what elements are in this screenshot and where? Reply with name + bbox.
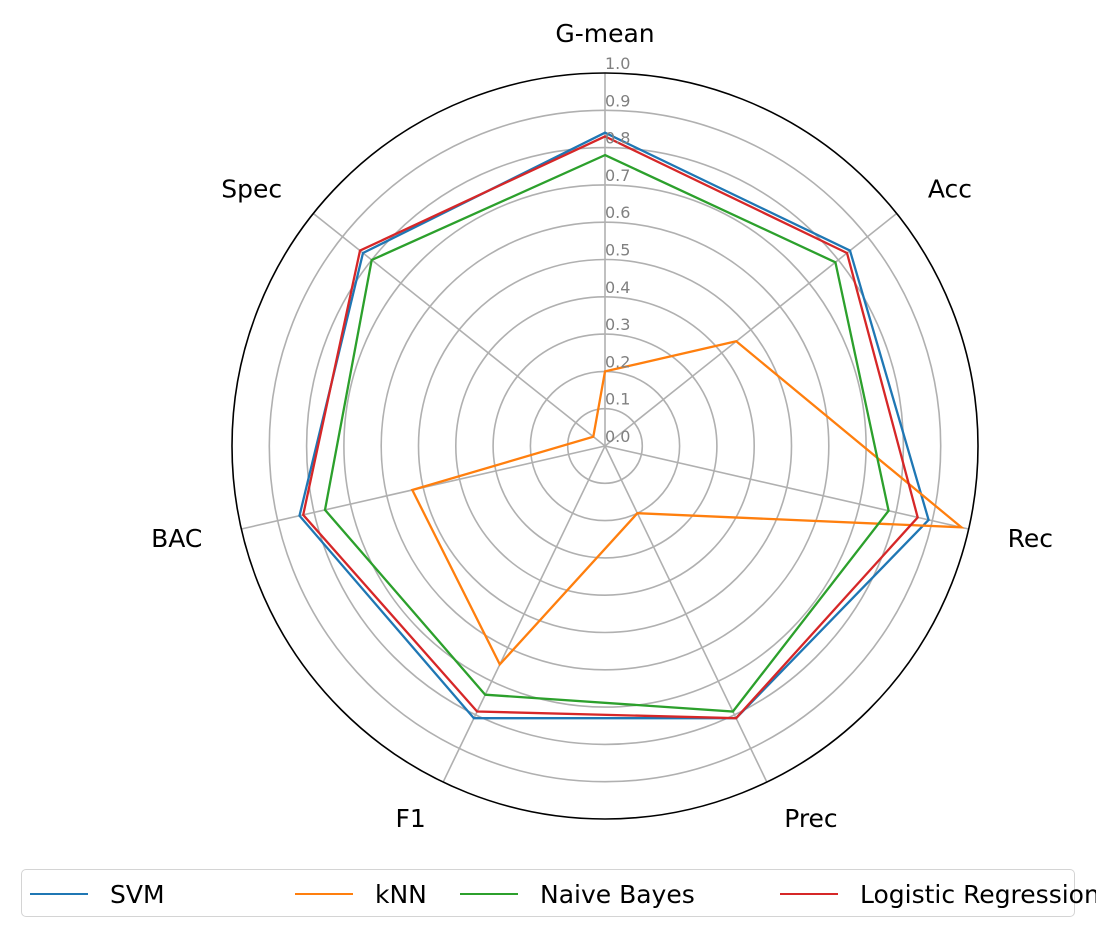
legend-label: Naive Bayes: [540, 879, 695, 909]
legend-item: Naive Bayes: [460, 870, 695, 918]
r-tick-label: 0.9: [605, 91, 630, 110]
axis-label: Acc: [928, 174, 972, 203]
axis-label: Rec: [1008, 524, 1053, 553]
r-tick-label: 0.8: [605, 129, 630, 148]
legend-label: kNN: [375, 879, 427, 909]
axis-label: F1: [396, 804, 426, 833]
r-tick-label: 0.2: [605, 352, 630, 371]
polar-frame: [231, 72, 979, 820]
grid-spoke: [604, 212, 898, 447]
grid-spoke: [604, 445, 969, 530]
radar-labels: 0.0 0.1 0.2 0.3 0.4 0.5 0.6 0.7 0.8 0.9 1.0 G-mean A…: [151, 19, 1053, 833]
legend-item: kNN: [295, 870, 427, 918]
legend-item: SVM: [30, 870, 165, 918]
r-tick-label: 0.1: [605, 390, 630, 409]
r-tick-label: 0.4: [605, 278, 630, 297]
r-tick-label: 0.0: [605, 427, 630, 446]
r-tick-label: 0.7: [605, 166, 630, 185]
series-line: [298, 131, 930, 720]
series-line: [301, 135, 919, 720]
r-tick-label: 0.3: [605, 315, 630, 334]
legend-item: Logistic Regression: [780, 870, 1096, 918]
grid-spoke: [312, 212, 606, 447]
axis-label: BAC: [151, 524, 202, 553]
series-line: [410, 340, 965, 667]
legend-label: Logistic Regression: [860, 879, 1096, 909]
r-tick-label: 1.0: [605, 54, 630, 73]
legend-swatch: [30, 893, 88, 895]
axis-label: Prec: [784, 804, 838, 833]
grid-spoke: [442, 445, 606, 783]
radar-series: [298, 131, 965, 720]
axis-label: Spec: [221, 174, 282, 203]
legend: SVM kNN Naive Bayes Logistic Regression: [21, 869, 1096, 918]
radar-chart: 0.0 0.1 0.2 0.3 0.4 0.5 0.6 0.7 0.8 0.9 1.0 G-mean A…: [151, 19, 1053, 833]
r-tick-label: 0.5: [605, 241, 630, 260]
r-tick-label: 0.6: [605, 203, 630, 222]
legend-swatch: [780, 893, 838, 895]
legend-swatch: [295, 893, 353, 895]
grid-spoke: [604, 445, 768, 783]
legend-swatch: [460, 893, 518, 895]
series-line: [323, 153, 890, 713]
legend-label: SVM: [110, 879, 165, 909]
axis-label: G-mean: [555, 19, 654, 48]
